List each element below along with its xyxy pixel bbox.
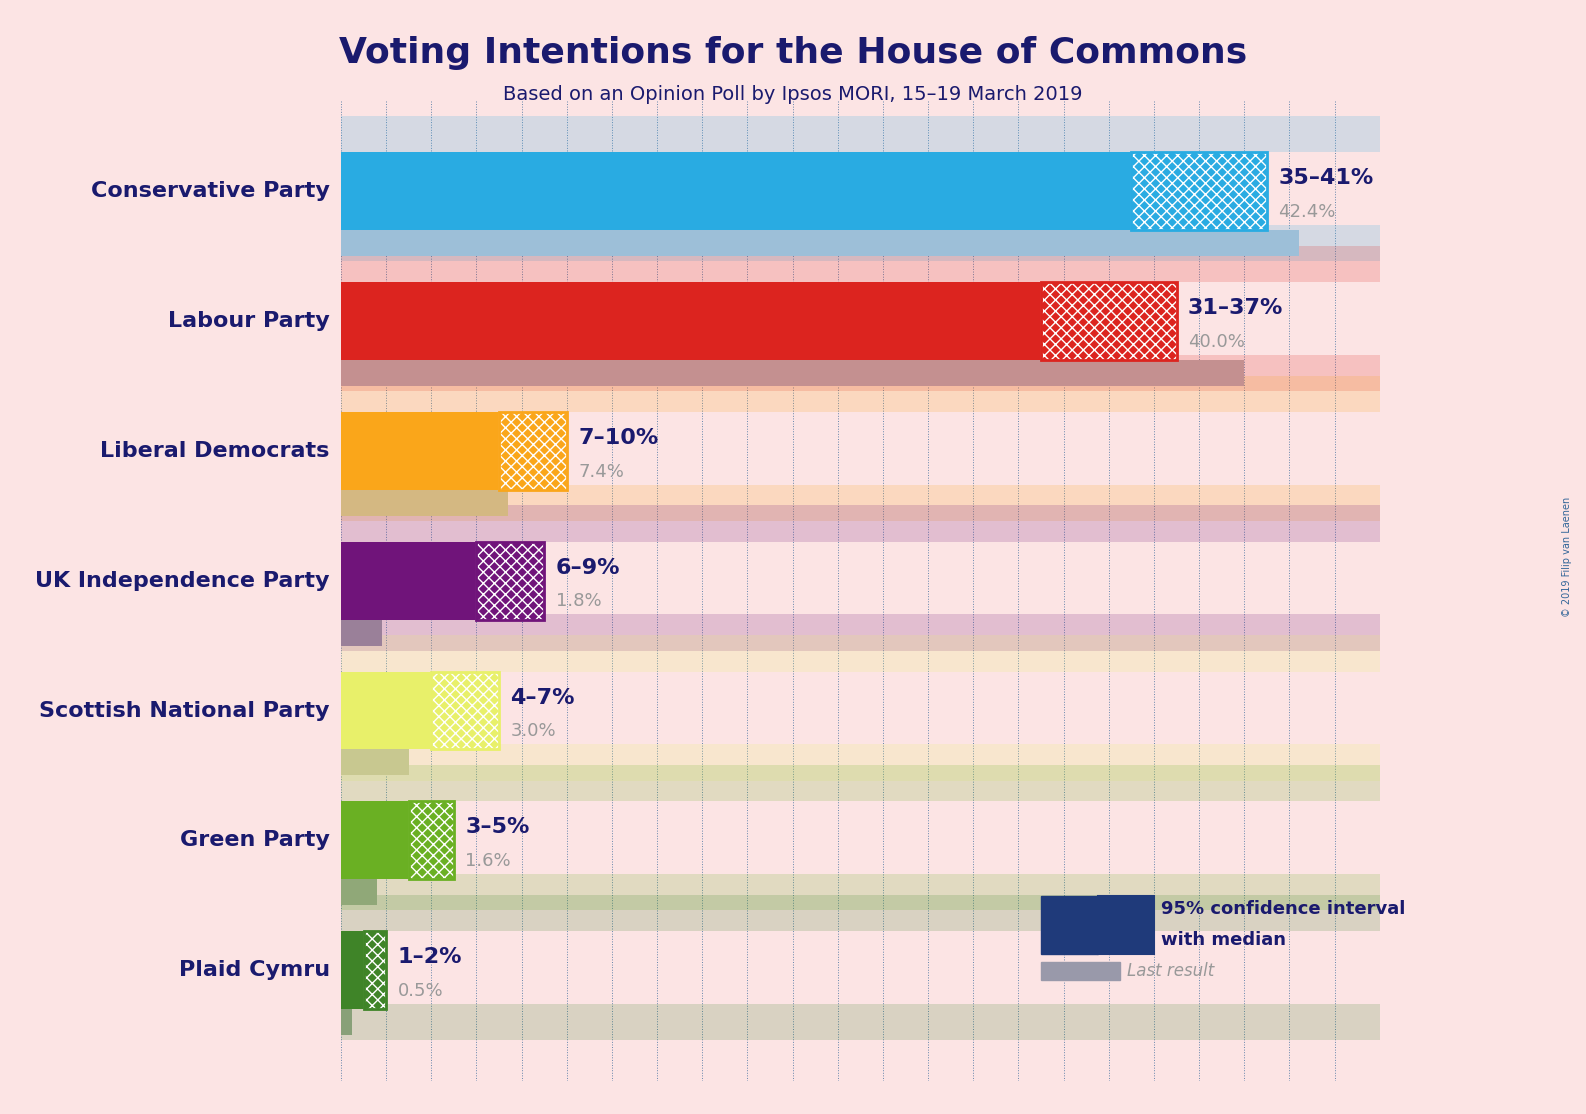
Bar [409,801,454,879]
Text: Conservative Party: Conservative Party [90,182,330,202]
Text: Green Party: Green Party [179,830,330,850]
Bar [341,541,476,619]
Bar [1040,896,1098,954]
Text: Plaid Cymru: Plaid Cymru [179,960,330,980]
Text: with median: with median [1161,931,1286,949]
Text: 42.4%: 42.4% [1278,203,1335,221]
Bar [341,375,1380,412]
Bar [341,744,1380,781]
Text: 6–9%: 6–9% [555,558,620,578]
Bar [1131,153,1267,231]
Bar [341,874,1380,910]
Text: 1.8%: 1.8% [555,593,601,610]
Bar [341,750,409,775]
Bar [341,231,1299,256]
Bar [341,506,1380,541]
Bar [341,354,1380,391]
Bar [431,672,500,750]
Bar [341,879,377,906]
Text: 40.0%: 40.0% [1188,333,1245,351]
Bar [1040,282,1177,360]
Bar [341,635,1380,672]
Bar [341,116,1380,153]
Text: Labour Party: Labour Party [168,311,330,331]
Bar [341,615,1380,651]
Text: Liberal Democrats: Liberal Democrats [100,441,330,461]
Bar [341,931,363,1009]
Text: 1.6%: 1.6% [465,852,511,870]
Bar [341,153,1131,231]
Bar [341,672,431,750]
Bar [409,801,454,879]
Bar [341,801,409,879]
Text: Scottish National Party: Scottish National Party [40,701,330,721]
Text: 1–2%: 1–2% [398,947,462,967]
Text: 0.5%: 0.5% [398,981,442,1000]
Text: 31–37%: 31–37% [1188,299,1283,317]
Bar [341,1009,352,1035]
Bar [476,541,544,619]
Bar [341,360,1245,385]
Bar [1040,282,1177,360]
Bar [341,282,1040,360]
Bar [341,619,382,646]
Text: 35–41%: 35–41% [1278,168,1373,188]
Bar [500,412,566,490]
Bar [341,225,1380,262]
Bar [476,541,544,619]
Bar [1131,153,1267,231]
Text: 3.0%: 3.0% [511,722,557,741]
Bar [341,412,500,490]
Text: 4–7%: 4–7% [511,687,574,707]
Bar [363,931,385,1009]
Text: 3–5%: 3–5% [465,818,530,838]
Bar [431,672,500,750]
Text: Voting Intentions for the House of Commons: Voting Intentions for the House of Commo… [339,36,1247,70]
Text: © 2019 Filip van Laenen: © 2019 Filip van Laenen [1562,497,1572,617]
Bar [363,931,385,1009]
Text: 7–10%: 7–10% [579,428,658,448]
Bar [341,485,1380,521]
Text: Last result: Last result [1128,961,1215,980]
Text: 95% confidence interval: 95% confidence interval [1161,900,1405,918]
Text: UK Independence Party: UK Independence Party [35,570,330,590]
Bar [341,1004,1380,1040]
Bar [341,490,508,516]
Text: Based on an Opinion Poll by Ipsos MORI, 15–19 March 2019: Based on an Opinion Poll by Ipsos MORI, … [503,85,1083,104]
Bar [341,765,1380,801]
Bar [1040,961,1120,980]
Text: 7.4%: 7.4% [579,462,623,480]
Bar [1098,896,1155,954]
Bar [1098,896,1155,954]
Bar [341,895,1380,931]
Bar [500,412,566,490]
Bar [341,246,1380,282]
